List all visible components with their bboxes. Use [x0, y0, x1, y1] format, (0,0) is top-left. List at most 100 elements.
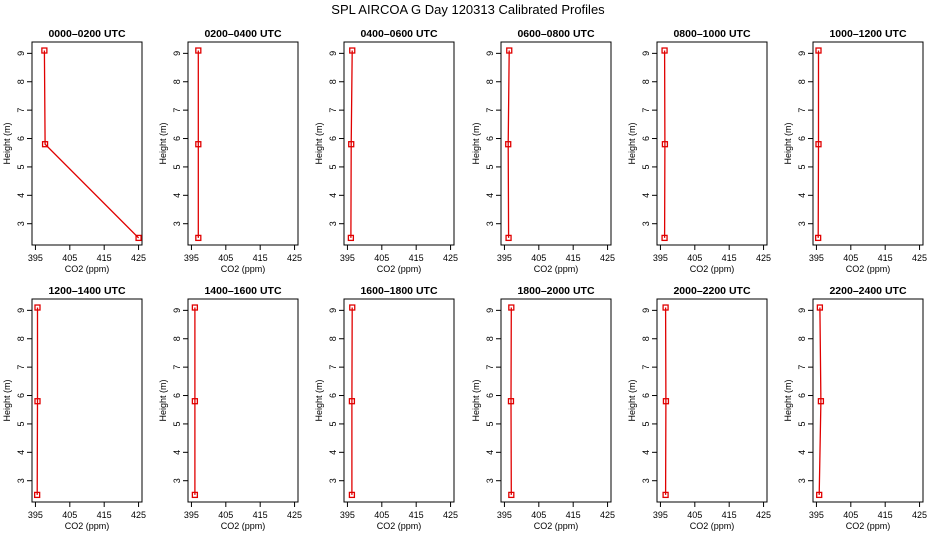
data-point-marker: [816, 491, 823, 499]
plot-frame: [187, 41, 299, 246]
y-axis-label: Height (m): [471, 122, 481, 164]
y-axis-label: Height (m): [471, 379, 481, 421]
data-point-marker: [662, 304, 669, 311]
x-tick-label: 425: [756, 253, 771, 263]
x-tick-label: 405: [218, 253, 233, 263]
y-axis-label: Height (m): [2, 379, 12, 421]
y-tick-label: 8: [797, 79, 807, 84]
y-tick-label: 9: [797, 308, 807, 313]
x-tick-label: 415: [878, 510, 893, 520]
y-tick-label: 6: [16, 393, 26, 398]
x-tick-label: 415: [409, 510, 424, 520]
x-tick-label: 425: [287, 510, 302, 520]
y-tick-label: 6: [172, 136, 182, 141]
x-tick-label: 405: [687, 510, 702, 520]
y-tick-label: 3: [641, 478, 651, 483]
data-point-marker: [505, 141, 512, 148]
x-tick-label: 425: [912, 253, 927, 263]
y-tick-label: 3: [328, 221, 338, 226]
y-tick-label: 9: [328, 308, 338, 313]
y-tick-label: 4: [328, 193, 338, 198]
y-tick-label: 9: [16, 308, 26, 313]
y-tick-label: 5: [797, 421, 807, 426]
y-tick-label: 3: [172, 221, 182, 226]
panel-title: 1200–1400 UTC: [48, 285, 125, 297]
panel: 0800–1000 UTC 395 405 415 425 3 4 5 6 7 8 9 CO2 (ppm…: [627, 28, 771, 274]
panel: 1200–1400 UTC 395 405 415 425 3 4 5 6 7 8 9 CO2 (ppm…: [2, 285, 146, 531]
y-tick-label: 8: [797, 336, 807, 341]
y-tick-label: 5: [172, 421, 182, 426]
y-tick-label: 7: [641, 108, 651, 113]
x-tick-label: 415: [722, 510, 737, 520]
plot-frame: [343, 298, 455, 503]
y-tick-label: 5: [797, 164, 807, 169]
y-tick-label: 5: [328, 421, 338, 426]
panel: 0000–0200 UTC 395 405 415 425 3 4 5 6 7 8 9 CO2 (ppm…: [2, 28, 146, 274]
profile-line: [350, 50, 353, 238]
y-tick-label: 7: [328, 108, 338, 113]
x-tick-label: 415: [97, 253, 112, 263]
x-tick-label: 395: [653, 253, 668, 263]
y-tick-label: 3: [797, 221, 807, 226]
x-tick-label: 405: [531, 510, 546, 520]
x-tick-label: 425: [756, 510, 771, 520]
x-tick-label: 395: [28, 510, 43, 520]
data-point-marker: [34, 304, 41, 311]
x-axis-label: CO2 (ppm): [377, 521, 422, 531]
x-axis-label: CO2 (ppm): [846, 264, 891, 274]
y-tick-label: 3: [485, 478, 495, 483]
profile-line: [43, 50, 140, 239]
y-tick-label: 7: [485, 108, 495, 113]
x-axis-label: CO2 (ppm): [534, 264, 579, 274]
x-tick-label: 395: [497, 253, 512, 263]
figure-title: SPL AIRCOA G Day 120313 Calibrated Profi…: [331, 2, 605, 17]
data-point-marker: [507, 398, 515, 405]
y-tick-label: 8: [641, 336, 651, 341]
y-axis-label: Height (m): [2, 122, 12, 164]
plot-frame: [500, 298, 612, 503]
x-tick-label: 425: [600, 510, 615, 520]
x-tick-label: 425: [443, 253, 458, 263]
data-point-marker: [347, 234, 355, 242]
plot-frame: [343, 41, 455, 246]
data-point-marker: [195, 141, 202, 148]
y-tick-label: 8: [172, 336, 182, 341]
y-tick-label: 6: [172, 393, 182, 398]
x-axis-label: CO2 (ppm): [221, 264, 266, 274]
data-point-marker: [661, 141, 669, 148]
panel-title: 2200–2400 UTC: [829, 285, 906, 297]
profile-line: [818, 307, 822, 495]
plot-frame: [500, 41, 612, 246]
x-tick-label: 405: [687, 253, 702, 263]
panel-title: 0800–1000 UTC: [673, 28, 750, 40]
panel-title: 1600–1800 UTC: [360, 285, 437, 297]
data-point-marker: [191, 398, 199, 405]
y-tick-label: 3: [16, 478, 26, 483]
y-tick-label: 4: [172, 450, 182, 455]
y-axis-label: Height (m): [158, 122, 168, 164]
x-tick-label: 395: [340, 510, 355, 520]
y-tick-label: 7: [641, 365, 651, 370]
x-tick-label: 415: [253, 510, 268, 520]
panel: 2200–2400 UTC 395 405 415 425 3 4 5 6 7 8 9 CO2 (ppm…: [783, 285, 927, 531]
x-tick-label: 415: [97, 510, 112, 520]
panel-title: 0200–0400 UTC: [204, 28, 281, 40]
y-tick-label: 6: [641, 136, 651, 141]
y-tick-label: 8: [485, 336, 495, 341]
x-tick-label: 405: [843, 510, 858, 520]
y-tick-label: 5: [485, 164, 495, 169]
y-tick-label: 6: [328, 136, 338, 141]
data-point-marker: [661, 47, 668, 54]
y-tick-label: 7: [485, 365, 495, 370]
x-tick-label: 425: [131, 510, 146, 520]
y-tick-label: 7: [16, 365, 26, 370]
data-point-marker: [815, 234, 822, 242]
y-tick-label: 9: [797, 51, 807, 56]
plot-frame: [812, 41, 924, 246]
data-point-marker: [662, 398, 670, 405]
x-tick-label: 405: [62, 510, 77, 520]
x-tick-label: 405: [218, 510, 233, 520]
y-tick-label: 9: [641, 51, 651, 56]
y-tick-label: 4: [485, 193, 495, 198]
